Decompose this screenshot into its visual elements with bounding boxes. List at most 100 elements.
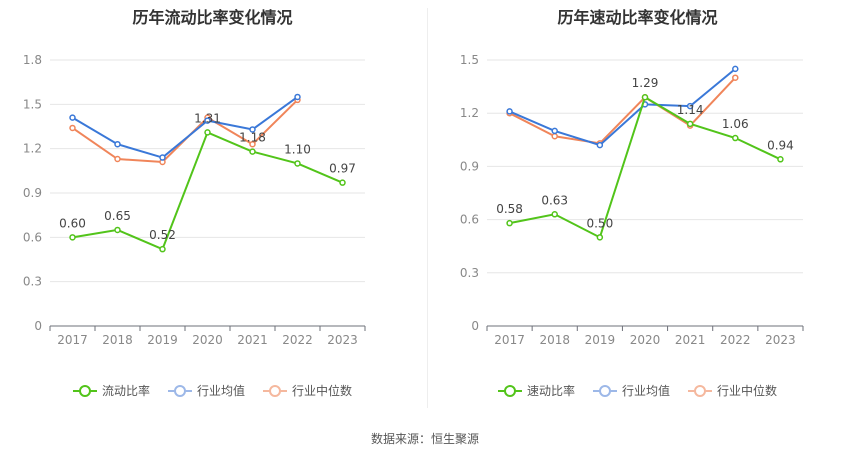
data-point[interactable] — [641, 93, 649, 101]
data-label: 0.97 — [329, 162, 356, 176]
data-point[interactable] — [294, 93, 301, 101]
legend-label: 流动比率 — [101, 384, 150, 398]
data-label: 1.31 — [194, 111, 221, 125]
legend-label: 行业均值 — [196, 384, 245, 398]
data-label: 0.58 — [496, 202, 523, 216]
data-point[interactable] — [506, 219, 513, 227]
series-primary — [69, 129, 346, 253]
y-tick-label: 0 — [34, 319, 42, 333]
legend-line-blue-icon — [167, 384, 192, 397]
data-point[interactable] — [506, 108, 513, 115]
data-label: 1.18 — [239, 131, 266, 145]
legend-line-green-icon — [72, 384, 97, 397]
data-point[interactable] — [596, 141, 604, 149]
quick-ratio-plot: 0 0.3 0.6 0.9 1.2 1.5 2017 2018 2019 2020 2021 2022… — [460, 53, 804, 347]
series-primary — [506, 93, 784, 241]
legend-line-orange-icon — [263, 384, 287, 397]
legend-line-green-icon — [497, 384, 522, 397]
data-label: 1.10 — [284, 142, 311, 156]
legend-item-industry-median[interactable]: 行业中位数 — [688, 382, 777, 399]
data-point[interactable] — [294, 160, 301, 167]
x-tick-label: 2022 — [720, 333, 751, 347]
data-point[interactable] — [249, 140, 256, 148]
x-tick-label: 2017 — [494, 333, 525, 347]
x-tick-label: 2023 — [765, 333, 796, 347]
legend-item-current-ratio[interactable]: 流动比率 — [72, 382, 150, 399]
data-point[interactable] — [114, 226, 121, 234]
legend-line-orange-icon — [688, 384, 712, 397]
legend-item-industry-median[interactable]: 行业中位数 — [263, 382, 352, 399]
chart-title: 历年流动比率变化情况 — [132, 8, 293, 27]
y-tick-label: 0.6 — [460, 213, 479, 227]
legend-label: 行业中位数 — [717, 384, 778, 398]
data-point[interactable] — [596, 234, 604, 241]
legend-item-quick-ratio[interactable]: 速动比率 — [497, 382, 575, 399]
legend-item-industry-mean[interactable]: 行业均值 — [167, 382, 245, 399]
legend: 流动比率 行业均值 行业中位数 — [0, 382, 425, 399]
data-point[interactable] — [732, 65, 739, 73]
data-point[interactable] — [69, 234, 76, 241]
data-label: 0.65 — [104, 209, 131, 223]
data-point[interactable] — [69, 124, 76, 132]
y-tick-label: 0 — [471, 319, 479, 333]
data-label: 0.52 — [149, 228, 176, 242]
data-point[interactable] — [204, 129, 211, 136]
data-point[interactable] — [159, 154, 166, 161]
data-point[interactable] — [551, 133, 558, 140]
x-tick-label: 2021 — [675, 333, 706, 347]
legend-item-industry-mean[interactable]: 行业均值 — [592, 382, 670, 399]
data-point[interactable] — [114, 155, 121, 163]
current-ratio-plot: 0 0.3 0.6 0.9 1.2 1.5 1.8 2017 2018 2019 2020 2021 2… — [23, 53, 366, 347]
data-source: 数据来源：恒生聚源 — [370, 432, 479, 446]
data-label: 1.29 — [632, 76, 659, 90]
legend: 速动比率 行业均值 行业中位数 — [425, 382, 850, 399]
data-point[interactable] — [732, 134, 739, 142]
data-label: 0.94 — [767, 138, 794, 152]
series-industry-mean — [69, 93, 301, 161]
y-tick-label: 0.9 — [23, 186, 42, 200]
data-point[interactable] — [551, 211, 558, 218]
data-point[interactable] — [159, 245, 166, 253]
data-point[interactable] — [114, 140, 121, 148]
data-point[interactable] — [777, 156, 784, 163]
x-tick-label: 2017 — [57, 333, 88, 347]
data-point[interactable] — [69, 114, 76, 121]
y-tick-label: 0.6 — [23, 230, 42, 244]
data-point[interactable] — [686, 102, 694, 110]
legend-label: 行业中位数 — [292, 384, 353, 398]
legend-label: 速动比率 — [526, 384, 575, 398]
y-tick-label: 1.8 — [23, 53, 42, 67]
data-point[interactable] — [686, 120, 694, 128]
x-tick-label: 2021 — [237, 333, 268, 347]
x-tick-label: 2020 — [192, 333, 223, 347]
legend-label: 行业均值 — [621, 384, 670, 398]
data-label: 1.06 — [722, 117, 749, 131]
series-line — [509, 77, 737, 145]
data-point[interactable] — [249, 126, 256, 133]
data-point[interactable] — [551, 127, 558, 135]
y-tick-label: 0.3 — [460, 266, 479, 280]
y-tick-label: 1.5 — [23, 97, 42, 111]
chart-title: 历年速动比率变化情况 — [557, 8, 718, 27]
y-tick-label: 0.3 — [23, 275, 42, 289]
y-tick-label: 1.5 — [460, 53, 479, 67]
current-ratio-chart: 历年流动比率变化情况 0 0.3 0.6 0.9 1.2 1.5 1.8 2017 2018 20… — [0, 0, 425, 420]
x-tick-label: 2020 — [630, 333, 661, 347]
quick-ratio-chart: 历年速动比率变化情况 0 0.3 0.6 0.9 1.2 1.5 2017 2018 2019 2… — [425, 0, 850, 420]
y-tick-label: 1.2 — [460, 106, 479, 120]
y-tick-label: 0.9 — [460, 159, 479, 173]
x-tick-label: 2019 — [147, 333, 178, 347]
x-tick-label: 2022 — [282, 333, 313, 347]
data-point[interactable] — [339, 179, 346, 186]
series-line — [509, 68, 736, 147]
data-point[interactable] — [732, 74, 739, 81]
x-tick-label: 2023 — [327, 333, 358, 347]
y-tick-label: 1.2 — [23, 142, 42, 156]
data-label: 0.63 — [541, 193, 568, 207]
data-label: 0.50 — [586, 216, 613, 230]
x-tick-label: 2018 — [539, 333, 570, 347]
x-tick-label: 2019 — [585, 333, 616, 347]
data-point[interactable] — [204, 117, 211, 124]
data-point[interactable] — [249, 148, 256, 155]
legend-line-blue-icon — [592, 384, 617, 397]
